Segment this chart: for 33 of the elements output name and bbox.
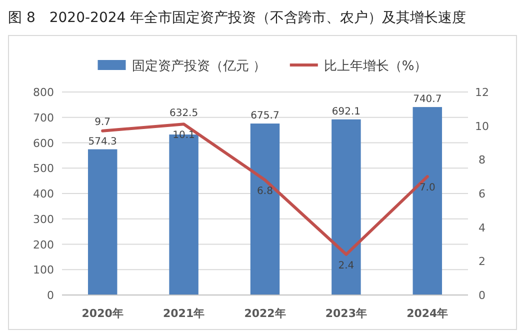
legend-label: 比上年增长（%）: [324, 59, 428, 74]
y-tick-label: 800: [33, 86, 54, 99]
y2-tick-label: 6: [478, 188, 486, 200]
y2-tick-label: 8: [478, 154, 486, 167]
y-tick-label: 300: [33, 212, 54, 226]
x-tick-label: 2021年: [162, 307, 205, 320]
data-label: 574.3: [88, 136, 117, 148]
data-label: 692.1: [332, 106, 361, 118]
y-tick-label: 100: [33, 264, 54, 277]
data-label: 632.5: [169, 108, 198, 120]
data-label: 740.7: [413, 94, 442, 106]
y-tick-label: 700: [33, 111, 54, 124]
data-label: 2.4: [338, 260, 354, 272]
y2-tick-label: 10: [475, 120, 489, 133]
data-label: 675.7: [250, 110, 280, 122]
x-tick-label: 2024年: [406, 307, 448, 320]
y-tick-label: 400: [33, 188, 54, 200]
y2-tick-label: 2: [478, 255, 486, 268]
x-tick-label: 2022年: [244, 307, 286, 320]
data-label: 7.0: [419, 182, 436, 194]
y-tick-label: 0: [47, 289, 54, 302]
y-tick-label: 600: [33, 136, 54, 150]
y2-tick-label: 4: [478, 221, 486, 234]
y2-tick-label: 0: [478, 289, 486, 302]
chart-title: 图 8 2020-2024 年全市固定资产投资（不含跨市、农户）及其增长速度: [8, 10, 466, 26]
y2-tick-label: 12: [475, 86, 489, 99]
y-tick-label: 500: [33, 162, 54, 176]
y-tick-label: 200: [33, 238, 54, 252]
legend-label: 固定资产投资（亿元 ）: [132, 59, 266, 74]
data-label: 9.7: [94, 116, 111, 128]
x-tick-label: 2023年: [325, 307, 368, 320]
x-tick-label: 2020年: [82, 307, 124, 320]
data-label: 6.8: [257, 186, 273, 197]
